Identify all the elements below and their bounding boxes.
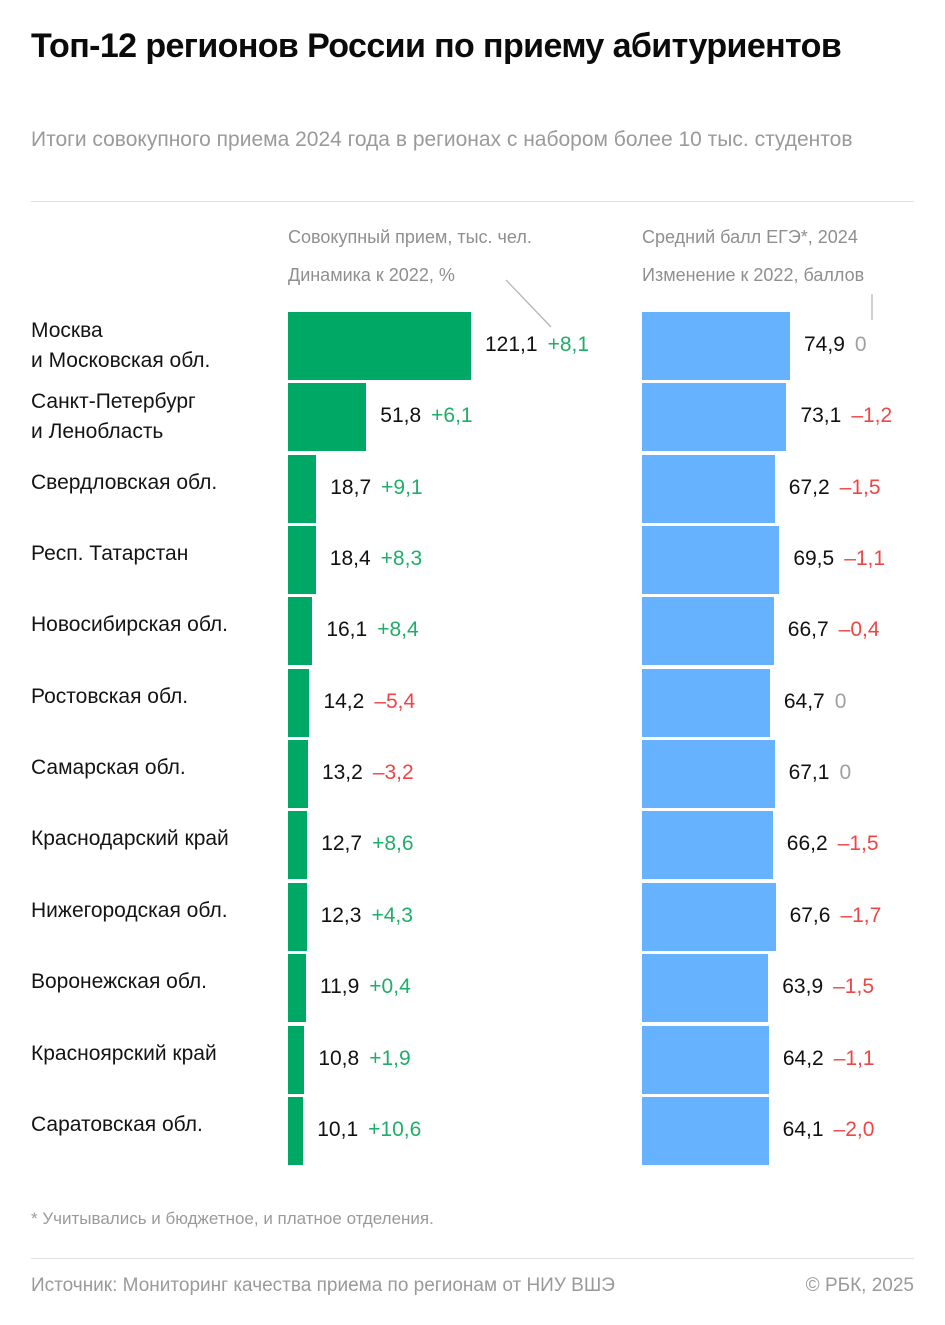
score-value-label: 64,7	[783, 689, 825, 713]
copyright: © РБК, 2025	[805, 1275, 914, 1296]
score-value-label: 66,2	[786, 832, 828, 856]
admissions-bar	[288, 312, 471, 380]
bottom-divider	[31, 1258, 914, 1259]
score-change-label: –1,2	[851, 404, 893, 428]
admissions-column-title: Совокупный прием, тыс. чел.	[288, 227, 532, 247]
chart-subtitle: Итоги совокупного приема 2024 года в рег…	[31, 128, 853, 151]
admissions-change-label: +0,4	[369, 975, 411, 999]
admissions-bar	[288, 383, 367, 452]
admissions-value-label: 12,7	[321, 832, 363, 856]
admissions-value-label: 11,9	[319, 975, 360, 999]
score-change-label: –2,0	[833, 1117, 875, 1141]
score-change-label: –1,5	[839, 475, 881, 499]
score-value-label: 64,1	[782, 1117, 824, 1141]
admissions-value-label: 10,8	[318, 1046, 360, 1070]
score-value-label: 67,2	[788, 475, 830, 499]
admissions-change-label: +10,6	[368, 1117, 422, 1141]
score-change-label: –1,1	[833, 1046, 875, 1070]
score-bar	[642, 454, 775, 523]
admissions-value-label: 13,2	[321, 761, 363, 785]
region-label: Свердловская обл.	[31, 470, 218, 494]
score-bar	[642, 383, 787, 452]
admissions-bar	[288, 668, 310, 737]
score-change-label: –1,1	[844, 547, 886, 571]
admissions-bar	[288, 1025, 305, 1094]
region-label: Красноярский край	[31, 1041, 217, 1065]
region-label: Респ. Татарстан	[31, 542, 189, 566]
admissions-bar	[288, 1096, 304, 1165]
admissions-bar	[288, 740, 308, 809]
score-change-label: 0	[834, 689, 847, 713]
admissions-bar	[288, 811, 308, 880]
score-bar	[642, 811, 773, 880]
score-change-label: 0	[854, 333, 867, 356]
admissions-value-label: 121,1	[485, 333, 538, 356]
footnote: * Учитывались и бюджетное, и платное отд…	[31, 1209, 434, 1228]
admissions-value-label: 16,1	[326, 618, 368, 642]
score-value-label: 67,6	[789, 903, 831, 927]
score-bar	[642, 1025, 769, 1094]
region-label: Ростовская обл.	[31, 684, 189, 708]
score-change-label: –0,4	[838, 618, 880, 642]
region-label: Нижегородская обл.	[31, 898, 228, 922]
region-label: Самарская обл.	[31, 756, 186, 780]
admissions-change-label: +1,9	[369, 1046, 411, 1070]
score-bar	[642, 597, 774, 666]
admissions-value-label: 10,1	[317, 1117, 359, 1141]
score-bar	[642, 740, 775, 809]
score-value-label: 69,5	[793, 547, 835, 571]
score-bar	[642, 954, 769, 1023]
admissions-change-label: +8,4	[377, 618, 419, 642]
score-column-title: Средний балл ЕГЭ*, 2024	[642, 227, 858, 247]
score-value-label: 63,9	[782, 975, 824, 999]
admissions-bar	[288, 882, 307, 951]
admissions-value-label: 12,3	[320, 903, 362, 927]
score-bar	[642, 526, 780, 595]
admissions-change-label: +4,3	[371, 903, 413, 927]
admissions-change-label: +8,1	[547, 333, 590, 356]
score-change-label: –1,5	[833, 975, 874, 999]
source-note: Источник: Мониторинг качества приема по …	[31, 1275, 615, 1296]
region-label: Москва и Московская обл.	[31, 319, 211, 372]
admissions-bar	[288, 526, 316, 595]
admissions-change-label: +8,3	[380, 547, 423, 571]
score-bar	[642, 882, 776, 951]
score-value-label: 64,2	[782, 1046, 824, 1070]
admissions-bar	[288, 954, 306, 1023]
chart-title: Топ-12 регионов России по приему абитури…	[31, 27, 842, 65]
admissions-value-label: 18,7	[330, 475, 372, 499]
region-label: Краснодарский край	[31, 827, 229, 851]
top-divider	[31, 201, 914, 202]
admissions-change-column-title: Динамика к 2022, %	[288, 265, 455, 285]
admissions-value-label: 14,2	[323, 689, 365, 713]
admissions-bar	[288, 454, 317, 523]
admissions-change-label: –5,4	[374, 689, 416, 713]
score-value-label: 67,1	[788, 761, 830, 785]
region-label: Воронежская обл.	[31, 970, 208, 994]
score-bar	[642, 1096, 769, 1165]
admissions-change-label: +9,1	[381, 475, 423, 499]
score-change-label: –1,7	[840, 903, 882, 927]
admissions-change-label: +8,6	[372, 832, 414, 856]
score-value-label: 74,9	[804, 333, 845, 356]
score-value-label: 66,7	[787, 618, 829, 642]
score-bar	[642, 312, 790, 380]
region-label: Новосибирская обл.	[31, 613, 228, 637]
score-value-label: 73,1	[800, 404, 842, 428]
score-change-label: –1,5	[837, 832, 879, 856]
admissions-value-label: 51,8	[380, 404, 422, 428]
admissions-change-leader-line	[505, 279, 552, 328]
region-label: Санкт-Петербург и Ленобласть	[31, 390, 196, 444]
admissions-change-label: –3,2	[372, 761, 414, 785]
admissions-bar	[288, 597, 313, 666]
score-change-label: 0	[839, 761, 852, 785]
admissions-change-label: +6,1	[431, 404, 473, 428]
region-label: Саратовская обл.	[31, 1112, 203, 1136]
score-change-column-title: Изменение к 2022, баллов	[642, 265, 865, 285]
score-bar	[642, 668, 770, 737]
admissions-value-label: 18,4	[329, 547, 371, 571]
